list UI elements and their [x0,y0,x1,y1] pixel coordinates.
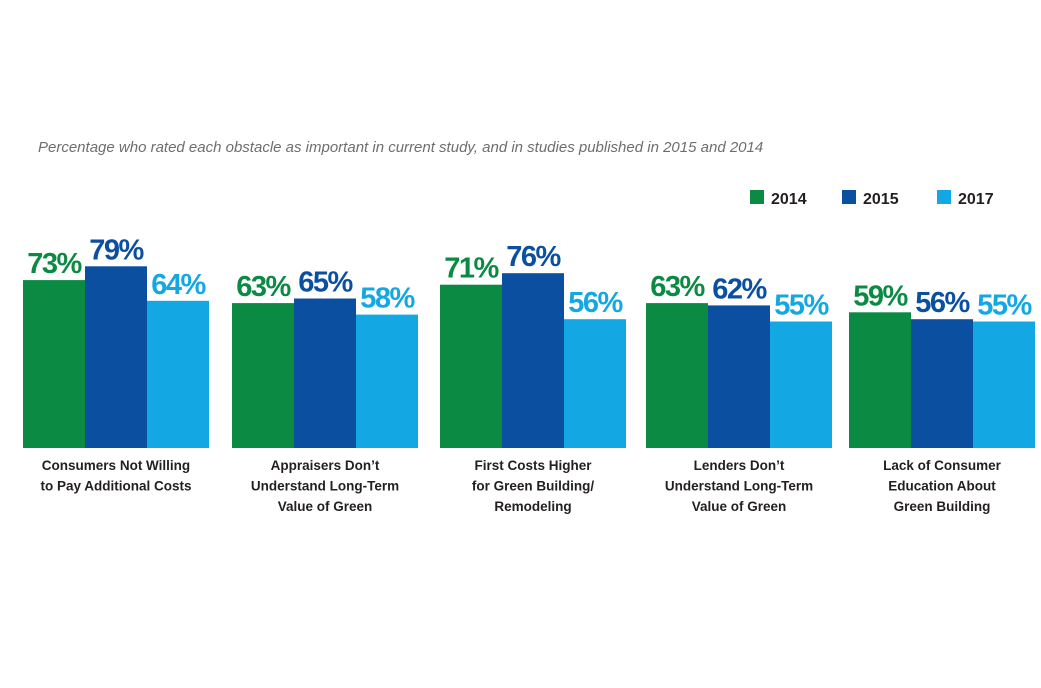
category-label-line: Lenders Don’t [694,458,785,473]
data-label-2017-4: 55% [774,290,829,322]
data-label-2015-4: 62% [712,273,767,305]
bar-group-1: 73% 79%64% Consumers Not Willing to Pay Add… [23,234,209,494]
legend-swatch-2017 [937,190,951,204]
bar-group-5: 59% 56% 55% Lack of Consumer Education About… [849,280,1035,514]
legend-swatch-2014 [750,190,764,204]
category-label-line: Value of Green [692,499,787,514]
data-label-2014-1: 73% [27,248,82,280]
category-label-line: for Green Building/ [472,479,595,494]
bar-2015-3 [502,273,564,448]
data-label-2015-3: 76% [506,241,561,273]
bar-2014-1 [23,280,85,448]
bar-2017-2 [356,314,418,448]
data-label-2015-2: 65% [298,267,353,299]
bar-2017-4 [770,321,832,448]
category-label-line: Green Building [894,499,991,514]
category-label-line: Appraisers Don’t [271,458,380,473]
category-label-line: Understand Long-Term [251,479,399,494]
data-label-2014-3: 71% [444,253,499,285]
category-label-4: Lenders Don’t Understand Long-Term Value o… [665,458,813,514]
data-label-2014-2: 63% [236,271,291,303]
bar-2014-5 [849,312,911,448]
legend-label-2017: 2017 [958,191,994,208]
legend-label-2014: 2014 [771,191,807,208]
bar-group-4: 63% 62%55% Lenders Don’t Understand Long-Te… [646,271,832,514]
category-label-line: to Pay Additional Costs [40,479,191,494]
data-label-2015-5: 56% [915,287,970,319]
category-label-2: Appraisers Don’t Understand Long-Term Valu… [251,458,399,514]
bar-2017-1 [147,300,209,448]
category-label-line: Understand Long-Term [665,479,813,494]
bar-2014-4 [646,303,708,448]
data-label-2017-5: 55% [977,290,1032,322]
legend: 2014 2015 2017 [750,190,994,208]
bar-2017-3 [564,319,626,448]
bar-2015-1 [85,266,147,448]
bar-2015-5 [911,319,973,448]
data-label-2014-4: 63% [650,271,705,303]
category-label-line: Consumers Not Willing [42,458,190,473]
data-label-2017-1: 64% [151,269,206,301]
legend-swatch-2015 [842,190,856,204]
bar-group-2: 63% 65%58% Appraisers Don’t Understand Long… [232,267,418,514]
legend-label-2015: 2015 [863,191,899,208]
category-label-1: Consumers Not Willing to Pay Additional C… [40,458,191,494]
category-label-3: First Costs Higher for Green Building/Rem… [472,458,595,514]
category-label-line: Value of Green [278,499,373,514]
bar-2017-5 [973,321,1035,448]
bar-2014-3 [440,284,502,448]
category-label-line: Lack of Consumer [883,458,1002,473]
category-label-line: Remodeling [494,499,571,514]
category-label-line: Education About [888,479,996,494]
category-label-5: Lack of Consumer Education About Green Bui… [883,458,1002,514]
data-label-2014-5: 59% [853,280,908,312]
bar-group-3: 71% 76%56% First Costs Higher for Green Bui… [440,241,626,514]
data-label-2017-3: 56% [568,287,623,319]
data-label-2015-1: 79% [89,234,144,266]
bar-2015-4 [708,305,770,448]
category-label-line: First Costs Higher [474,458,592,473]
chart-subtitle: Percentage who rated each obstacle as im… [38,139,764,156]
data-label-2017-2: 58% [360,283,415,315]
bar-2015-2 [294,298,356,448]
bar-2014-2 [232,303,294,448]
